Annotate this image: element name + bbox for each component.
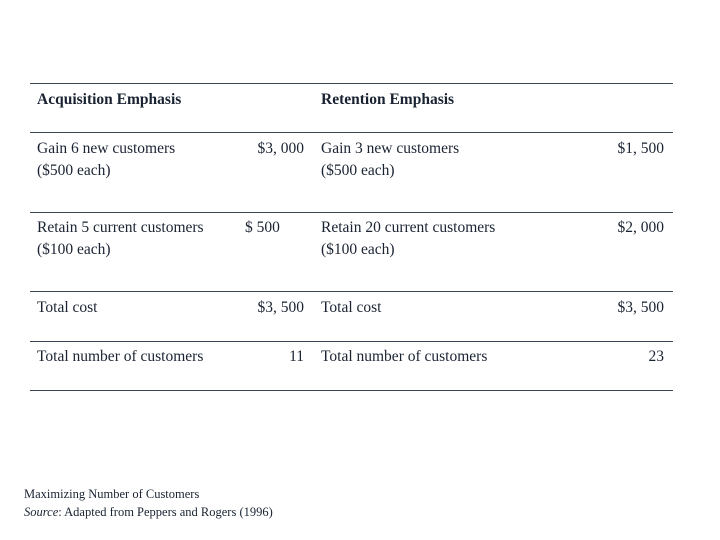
table-cell: Total number of customers bbox=[37, 348, 204, 365]
table-cell: ($100 each) bbox=[321, 241, 395, 258]
table-value: $3, 500 bbox=[617, 299, 665, 316]
table-value: $1, 500 bbox=[617, 140, 665, 157]
row-divider-rule bbox=[30, 212, 673, 213]
table-value: $ 500 bbox=[245, 219, 280, 236]
table-cell: Total cost bbox=[37, 299, 98, 316]
table-value: $3, 000 bbox=[257, 140, 305, 157]
table-value: $2, 000 bbox=[617, 219, 665, 236]
table-cell: Total number of customers bbox=[321, 348, 488, 365]
table-value: 11 bbox=[289, 348, 304, 365]
table-value: 23 bbox=[648, 348, 665, 365]
row-divider-rule bbox=[30, 341, 673, 342]
table-top-rule bbox=[30, 83, 673, 84]
caption-source: Source: Adapted from Peppers and Rogers … bbox=[24, 503, 273, 521]
table-cell: Retain 5 current customers bbox=[37, 219, 204, 236]
table-cell: ($100 each) bbox=[37, 241, 111, 258]
table-cell: Gain 6 new customers bbox=[37, 140, 176, 157]
table-cell: Gain 3 new customers bbox=[321, 140, 460, 157]
row-divider-rule bbox=[30, 291, 673, 292]
header-divider-rule bbox=[30, 132, 673, 133]
retention-header: Retention Emphasis bbox=[321, 91, 455, 108]
source-label: Source bbox=[24, 505, 59, 519]
acquisition-header: Acquisition Emphasis bbox=[37, 91, 182, 108]
table-bottom-rule bbox=[30, 390, 673, 391]
caption: Maximizing Number of Customers Source: A… bbox=[24, 485, 273, 521]
table-value: $3, 500 bbox=[257, 299, 305, 316]
table-cell: ($500 each) bbox=[37, 162, 111, 179]
table-cell: Retain 20 current customers bbox=[321, 219, 496, 236]
table-cell: Total cost bbox=[321, 299, 382, 316]
source-text: : Adapted from Peppers and Rogers (1996) bbox=[58, 505, 273, 519]
table-cell: ($500 each) bbox=[321, 162, 395, 179]
caption-title: Maximizing Number of Customers bbox=[24, 487, 200, 501]
